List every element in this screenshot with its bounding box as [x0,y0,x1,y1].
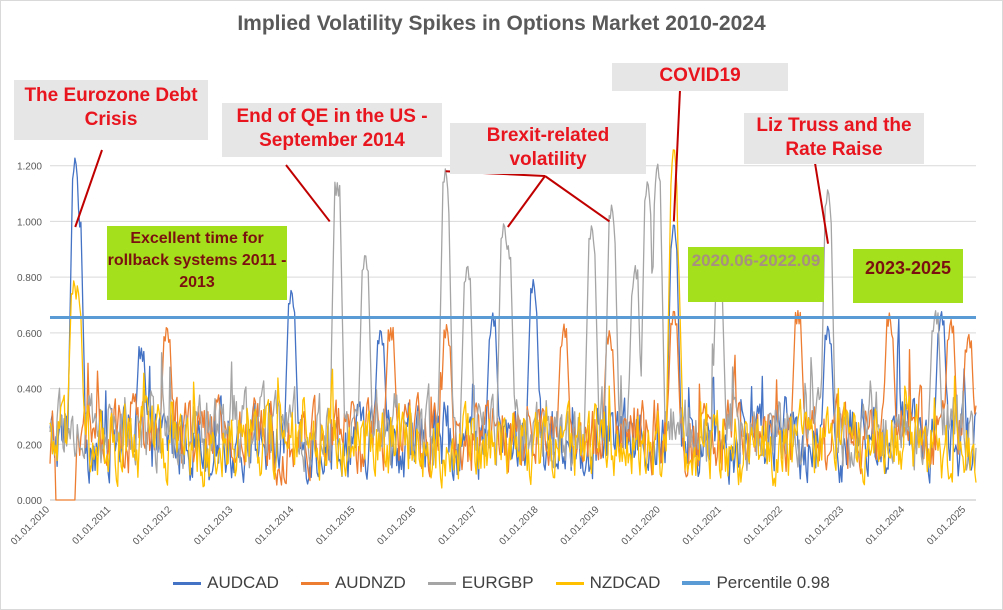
y-tick-label: 0.600 [17,329,42,340]
annotation-pointer [544,175,611,223]
x-tick-label: 01.01.2010 [9,504,52,547]
annotation-pointer [285,164,331,223]
annotation-pointer [672,89,681,222]
legend-swatch [300,581,329,585]
x-tick-label: 01.01.2025 [925,504,968,547]
y-tick-label: 0.200 [17,440,42,451]
annotation-truss: Liz Truss and the Rate Raise [744,113,924,164]
y-tick-label: 0.800 [17,273,42,284]
annotation-pointer [507,175,546,228]
legend: AUDCAD AUDNZD EURGBP NZDCAD Percentile 0.98 [0,570,1003,596]
series-line-audcad [49,157,977,485]
series-line-eurgbp [49,163,977,474]
x-tick-label: 01.01.2012 [131,504,174,547]
legend-item: EURGBP [427,573,534,593]
legend-swatch [555,581,584,585]
y-tick-label: 1.200 [17,162,42,173]
legend-swatch [173,581,202,585]
annotation-covid: COVID19 [612,63,788,91]
x-tick-label: 01.01.2020 [620,504,663,547]
legend-label: NZDCAD [589,573,661,592]
y-tick-label: 1.000 [17,217,42,228]
legend-label: AUDNZD [334,573,406,592]
annotation-pointer [814,162,830,244]
x-tick-label: 01.01.2017 [436,504,479,547]
x-tick-label: 01.01.2013 [192,504,235,547]
box-rollback: Excellent time for rollback systems 2011… [107,226,287,300]
annotation-pointer [74,149,103,228]
annotation-eurozone: The Eurozone Debt Crisis [14,80,208,140]
series-line-nzdcad [49,149,977,489]
legend-item: NZDCAD [555,573,661,593]
x-tick-label: 01.01.2023 [803,504,846,547]
legend-label: AUDCAD [207,573,279,592]
legend-label: EURGBP [461,573,534,592]
x-tick-label: 01.01.2024 [864,504,907,547]
y-tick-label: 0.400 [17,385,42,396]
x-tick-label: 01.01.2018 [498,504,541,547]
x-tick-label: 01.01.2021 [681,504,724,547]
x-tick-label: 01.01.2019 [559,504,602,547]
series-line-audnzd [49,309,977,501]
box-2023-2025: 2023-2025 [853,249,963,303]
annotation-qe: End of QE in the US - September 2014 [222,103,442,157]
x-tick-label: 01.01.2014 [253,504,296,547]
box-2020-2022: 2020.06-2022.09 [688,247,824,302]
x-tick-label: 01.01.2011 [71,504,114,547]
legend-label: Percentile 0.98 [716,573,830,592]
legend-swatch [427,581,456,585]
legend-item: AUDCAD [173,573,279,593]
annotation-brexit: Brexit-related volatility [450,123,646,174]
legend-swatch [682,581,711,585]
x-tick-label: 01.01.2016 [375,504,418,547]
x-tick-label: 01.01.2022 [742,504,785,547]
legend-item: AUDNZD [300,573,406,593]
chart-title: Implied Volatility Spikes in Options Mar… [237,12,766,35]
x-tick-label: 01.01.2015 [314,504,357,547]
y-tick-label: 0.000 [17,496,42,507]
legend-item: Percentile 0.98 [682,573,830,593]
